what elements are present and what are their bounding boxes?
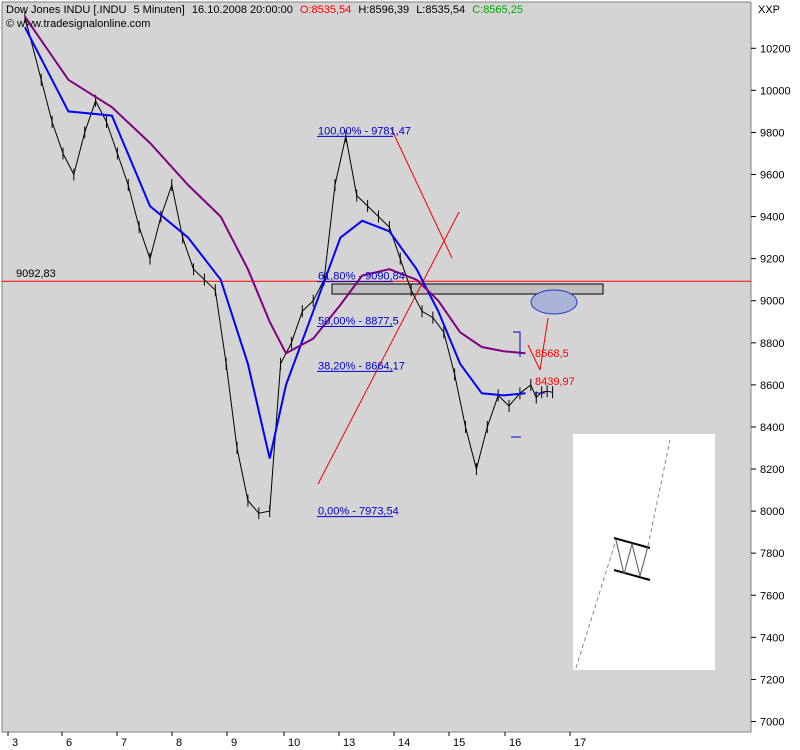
website-credit: © www.tradesignalonline.com — [6, 18, 150, 30]
y-tick-label: 8400 — [760, 422, 784, 434]
header-interval: 5 Minuten] — [133, 4, 184, 16]
y-tick-label: 8000 — [760, 506, 784, 518]
uptrend-line — [317, 211, 460, 485]
inset-background — [573, 434, 715, 670]
y-tick-label: 8800 — [760, 338, 784, 350]
x-tick-label: 17 — [574, 737, 586, 749]
x-tick-label: 8 — [176, 737, 182, 749]
inset-dashed-rise — [575, 539, 617, 669]
fib-level-label: 61,80% - 9090,84 — [318, 271, 405, 283]
y-axis: 7000 7200 7400 7600 7800 8000 8200 8400 8600 8800… — [751, 43, 791, 728]
fib-level-label: 38,20% - 8664,17 — [318, 360, 405, 372]
projection-lines — [527, 317, 549, 371]
y-tick-label: 7200 — [760, 674, 784, 686]
inset-flag-bottom — [613, 569, 651, 581]
header-symbol: Dow Jones INDU [.INDU — [6, 4, 126, 16]
reference-line-label: 9092,83 — [16, 268, 56, 280]
x-tick-label: 3 — [12, 737, 18, 749]
header-open: O:8535,54 — [300, 4, 351, 16]
y-tick-label: 10000 — [760, 85, 791, 97]
x-tick-label: 15 — [453, 737, 465, 749]
header-close: C:8565,25 — [472, 4, 523, 16]
annotation-8568: 8568,5 — [535, 348, 569, 360]
instrument-code: XXP — [758, 4, 780, 16]
y-tick-label: 9800 — [760, 127, 784, 139]
downtrend-line — [390, 127, 453, 259]
y-tick-label: 7000 — [760, 716, 784, 728]
moving-average-slow-line — [24, 16, 526, 355]
y-tick-label: 9400 — [760, 212, 784, 224]
y-tick-label: 7600 — [760, 590, 784, 602]
x-tick-label: 16 — [509, 737, 521, 749]
fib-level-label: 50,00% - 8877,5 — [318, 316, 399, 328]
resistance-zone — [331, 283, 604, 295]
chart-header: Dow Jones INDU [.INDU 5 Minuten] 16.10.2… — [6, 4, 523, 16]
y-tick-label: 8200 — [760, 464, 784, 476]
moving-average-fast-line — [24, 26, 526, 459]
x-tick-label: 9 — [231, 737, 237, 749]
y-tick-label: 7800 — [760, 548, 784, 560]
x-tick-label: 10 — [288, 737, 300, 749]
y-tick-label: 7400 — [760, 632, 784, 644]
x-axis: 3 6 7 8 9 10 13 14 15 16 17 — [7, 732, 586, 749]
series-layer — [24, 10, 554, 520]
marker-high — [513, 331, 521, 357]
y-tick-label: 8600 — [760, 380, 784, 392]
header-low: L:8535,54 — [416, 4, 465, 16]
fibonacci-levels: 100,00% - 9781,47 61,80% - 9090,84 50,00% … — [317, 125, 411, 518]
y-tick-label: 10200 — [760, 43, 791, 55]
y-tick-label: 9000 — [760, 296, 784, 308]
target-ellipse — [530, 289, 578, 315]
x-tick-label: 13 — [343, 737, 355, 749]
x-tick-label: 6 — [66, 737, 72, 749]
inset-sketch — [573, 434, 715, 670]
y-tick-label: 9200 — [760, 254, 784, 266]
inset-zigzag — [615, 539, 649, 578]
fib-level-label: 100,00% - 9781,47 — [318, 125, 411, 137]
header-high: H:8596,39 — [358, 4, 409, 16]
annotation-8439: 8439,97 — [535, 376, 575, 388]
x-tick-label: 14 — [398, 737, 410, 749]
x-tick-label: 7 — [121, 737, 127, 749]
y-tick-label: 9600 — [760, 170, 784, 182]
fib-level-label: 0,00% - 7973,54 — [318, 506, 399, 518]
header-datetime: 16.10.2008 20:00:00 — [192, 4, 293, 16]
